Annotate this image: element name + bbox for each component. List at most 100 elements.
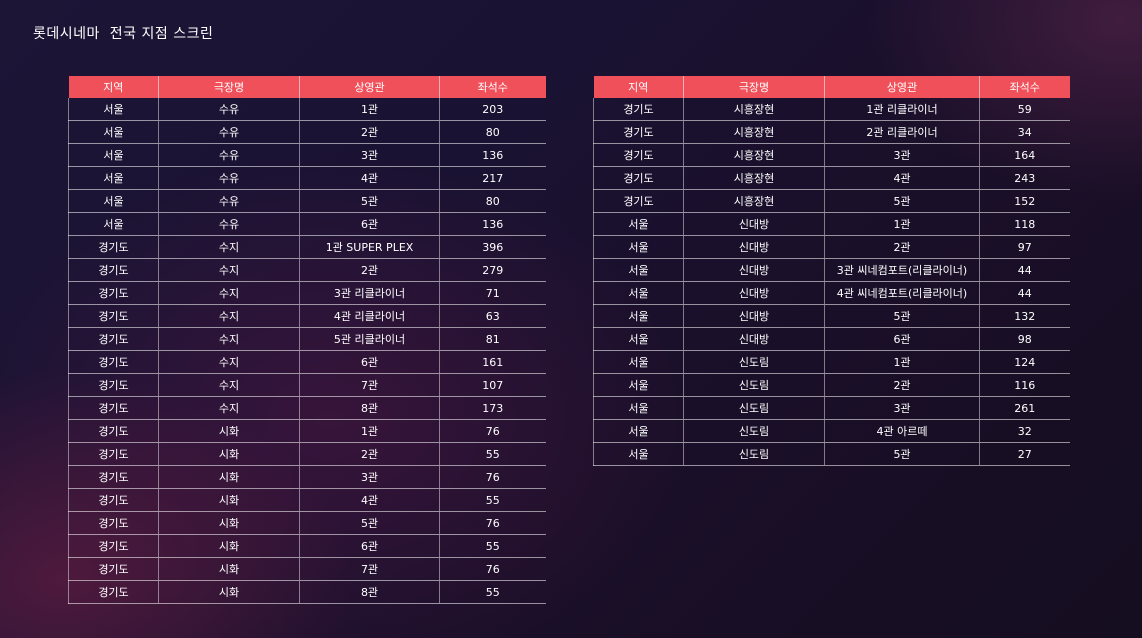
- seats-cell: 164: [979, 143, 1070, 167]
- seats-cell: 44: [979, 258, 1070, 282]
- screen-cell: 4관: [299, 166, 440, 190]
- seats-cell: 396: [439, 235, 546, 259]
- table-row: 서울 수유 4관 217: [68, 166, 546, 190]
- region-cell: 경기도: [68, 511, 159, 535]
- region-cell: 경기도: [593, 189, 684, 213]
- seats-cell: 44: [979, 281, 1070, 305]
- region-cell: 서울: [593, 350, 684, 374]
- screen-table-right: 지역 극장명 상영관 좌석수 경기도 시흥장현 1관 리클라이너 59 경기도 시흥장현 2…: [593, 76, 1070, 466]
- screen-cell: 4관 리클라이너: [299, 304, 440, 328]
- region-cell: 경기도: [68, 235, 159, 259]
- seats-cell: 132: [979, 304, 1070, 328]
- table-row: 경기도 수지 7관 107: [68, 373, 546, 397]
- screen-cell: 3관: [299, 143, 440, 167]
- region-cell: 경기도: [68, 373, 159, 397]
- table-row: 서울 신대방 3관 씨네컴포트(리클라이너) 44: [593, 258, 1070, 282]
- table-row: 서울 수유 5관 80: [68, 189, 546, 213]
- screen-cell: 3관: [824, 396, 980, 420]
- theater-cell: 수지: [158, 350, 300, 374]
- table-row: 경기도 시흥장현 2관 리클라이너 34: [593, 120, 1070, 144]
- seats-cell: 261: [979, 396, 1070, 420]
- region-cell: 서울: [68, 189, 159, 213]
- screen-cell: 1관 SUPER PLEX: [299, 235, 440, 259]
- seats-cell: 136: [439, 143, 546, 167]
- column-header-seats: 좌석수: [439, 76, 546, 98]
- screen-cell: 2관: [299, 442, 440, 466]
- screen-cell: 5관: [299, 511, 440, 535]
- theater-cell: 신대방: [683, 212, 825, 236]
- region-cell: 경기도: [593, 98, 684, 121]
- seats-cell: 243: [979, 166, 1070, 190]
- seats-cell: 27: [979, 442, 1070, 466]
- screen-cell: 2관: [824, 373, 980, 397]
- region-cell: 서울: [68, 98, 159, 121]
- screen-cell: 5관: [824, 189, 980, 213]
- column-header-region: 지역: [68, 76, 159, 98]
- screen-cell: 5관: [824, 304, 980, 328]
- seats-cell: 136: [439, 212, 546, 236]
- screen-cell: 4관: [299, 488, 440, 512]
- table-row: 경기도 시화 4관 55: [68, 488, 546, 512]
- theater-cell: 수유: [158, 98, 300, 121]
- table-row: 서울 신대방 1관 118: [593, 212, 1070, 236]
- table-row: 서울 수유 3관 136: [68, 143, 546, 167]
- theater-cell: 신도림: [683, 350, 825, 374]
- seats-cell: 71: [439, 281, 546, 305]
- theater-cell: 시화: [158, 534, 300, 558]
- theater-cell: 신대방: [683, 304, 825, 328]
- seats-cell: 80: [439, 120, 546, 144]
- table-row: 경기도 수지 1관 SUPER PLEX 396: [68, 235, 546, 259]
- slide-title: 롯데시네마 전국 지점 스크린: [33, 26, 214, 42]
- seats-cell: 124: [979, 350, 1070, 374]
- table-row: 서울 수유 2관 80: [68, 120, 546, 144]
- screen-cell: 1관: [299, 98, 440, 121]
- screen-cell: 3관 씨네컴포트(리클라이너): [824, 258, 980, 282]
- table-row: 경기도 수지 4관 리클라이너 63: [68, 304, 546, 328]
- theater-cell: 수지: [158, 396, 300, 420]
- theater-cell: 수유: [158, 120, 300, 144]
- region-cell: 경기도: [68, 350, 159, 374]
- seats-cell: 97: [979, 235, 1070, 259]
- screen-cell: 4관: [824, 166, 980, 190]
- theater-cell: 시흥장현: [683, 166, 825, 190]
- theater-cell: 시화: [158, 442, 300, 466]
- theater-cell: 시화: [158, 488, 300, 512]
- region-cell: 서울: [593, 258, 684, 282]
- screen-cell: 6관: [299, 350, 440, 374]
- seats-cell: 98: [979, 327, 1070, 351]
- region-cell: 경기도: [68, 327, 159, 351]
- region-cell: 서울: [593, 304, 684, 328]
- region-cell: 경기도: [68, 580, 159, 604]
- theater-cell: 시흥장현: [683, 143, 825, 167]
- screen-cell: 2관: [824, 235, 980, 259]
- theater-cell: 신도림: [683, 419, 825, 443]
- column-header-theater: 극장명: [683, 76, 825, 98]
- theater-cell: 시화: [158, 419, 300, 443]
- theater-cell: 시흥장현: [683, 189, 825, 213]
- theater-cell: 시화: [158, 580, 300, 604]
- seats-cell: 63: [439, 304, 546, 328]
- theater-cell: 시화: [158, 465, 300, 489]
- seats-cell: 55: [439, 534, 546, 558]
- seats-cell: 173: [439, 396, 546, 420]
- column-header-region: 지역: [593, 76, 684, 98]
- seats-cell: 279: [439, 258, 546, 282]
- screen-table-left: 지역 극장명 상영관 좌석수 서울 수유 1관 203 서울 수유 2관 80 서울 수유 3관 13…: [68, 76, 546, 604]
- region-cell: 서울: [593, 212, 684, 236]
- theater-cell: 수지: [158, 281, 300, 305]
- table-row: 서울 신도림 3관 261: [593, 396, 1070, 420]
- theater-cell: 시흥장현: [683, 98, 825, 121]
- screen-cell: 1관: [299, 419, 440, 443]
- screen-cell: 6관: [299, 212, 440, 236]
- table-row: 경기도 시화 3관 76: [68, 465, 546, 489]
- region-cell: 서울: [593, 396, 684, 420]
- region-cell: 경기도: [68, 419, 159, 443]
- screen-cell: 1관: [824, 212, 980, 236]
- seats-cell: 55: [439, 488, 546, 512]
- table-row: 경기도 시화 5관 76: [68, 511, 546, 535]
- table-row: 서울 수유 1관 203: [68, 98, 546, 121]
- seats-cell: 76: [439, 557, 546, 581]
- theater-cell: 수지: [158, 373, 300, 397]
- theater-cell: 수지: [158, 258, 300, 282]
- theater-cell: 수유: [158, 143, 300, 167]
